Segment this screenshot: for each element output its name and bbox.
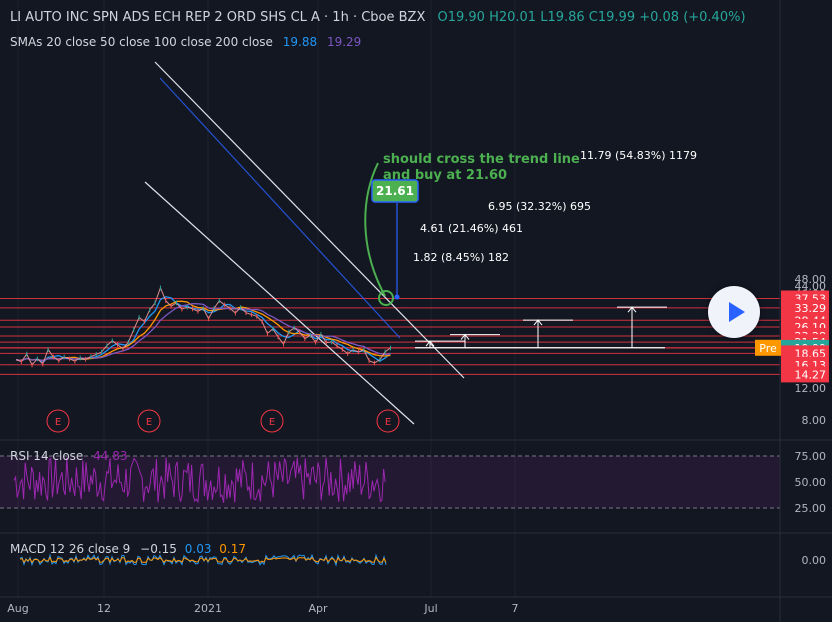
earnings-label-3: E [385,417,391,428]
x-tick-3: Apr [308,602,328,615]
earnings-label-1: E [146,417,152,428]
y-tick-10: 8.00 [802,414,827,427]
level-tag-text-1: 33.29 [795,302,827,315]
macd-tick-0: 0.00 [802,554,827,567]
y-tick-1: 44.00 [795,280,827,293]
sma-legend-label: SMAs 20 close 50 close 100 close 200 clo… [10,35,273,49]
macd-legend[interactable]: MACD 12 26 close 9 −0.15 0.03 0.17 [10,542,246,556]
sma20-value: 19.88 [282,35,318,49]
trend-channel[interactable] [144,61,465,425]
rsi-legend[interactable]: RSI 14 close 44.83 [10,449,128,463]
price-series [15,285,391,368]
rsi-band [0,456,780,508]
rsi-tick-1: 50.00 [795,476,827,489]
symbol-title[interactable]: LI AUTO INC SPN ADS ECH REP 2 ORD SHS CL… [10,10,426,25]
grid-lines [17,0,516,598]
measure-label-3: 11.79 (54.83%) 1179 [580,149,697,162]
measure-tools[interactable]: 1.82 (8.45%) 182 4.61 (21.46%) 461 6.95 (3… [413,149,697,349]
earnings-marker-0 [46,409,70,433]
rsi-legend-label: RSI 14 close [10,449,84,463]
macd-hist-value: 0.17 [219,542,247,556]
earnings-marker-3 [376,409,400,433]
x-tick-5: 7 [512,602,519,615]
rsi-value: 44.83 [93,449,128,463]
target-price: 21.61 [376,184,414,198]
time-axis[interactable]: Aug 12 2021 Apr Jul 7 [7,602,518,615]
rsi-tick-0: 75.00 [795,450,827,463]
x-tick-1: 12 [97,602,111,615]
x-tick-4: Jul [423,602,437,615]
horizontal-levels [0,297,780,375]
level-tag-10 [781,366,829,383]
rsi-pane [0,439,832,534]
play-icon [729,302,745,322]
measure-label-2: 6.95 (32.32%) 695 [488,200,591,213]
sma50-value: 19.29 [326,35,362,49]
earnings-marker-2 [260,409,284,433]
pre-tag [755,339,781,356]
chart-header: LI AUTO INC SPN ADS ECH REP 2 ORD SHS CL… [10,10,746,25]
sma-legend[interactable]: SMAs 20 close 50 close 100 close 200 clo… [10,35,361,49]
pre-tag-text: Pre [759,342,777,355]
macd-legend-label: MACD 12 26 close 9 [10,542,131,556]
ohlc-values: O19.90 H20.01 L19.86 C19.99 +0.08 (+0.40… [437,10,746,25]
earnings-label-0: E [55,417,61,428]
earnings-marker-1 [137,409,161,433]
macd-pane [0,553,832,598]
y-tick-0: 48.00 [795,273,827,286]
x-tick-0: Aug [7,602,28,615]
channel-lower-line [144,181,415,425]
rsi-tick-2: 25.00 [795,502,827,515]
macd-signal-value: 0.03 [184,542,212,556]
measure-label-1: 4.61 (21.46%) 461 [420,222,523,235]
trend-line-blue [159,77,401,339]
channel-upper-line [154,61,465,379]
rsi-line [13,457,386,504]
target-dot [394,294,400,300]
price-axis[interactable]: 48.0044.0040.0036.0032.0028.0024.0020.00… [755,0,829,622]
earnings-label-2: E [269,417,275,428]
level-tag-1 [781,299,829,316]
replay-play-button[interactable] [708,286,760,338]
level-tag-text-10: 14.27 [795,368,827,381]
annotation-circle [378,290,394,306]
measure-label-0: 1.82 (8.45%) 182 [413,251,509,264]
macd-value: −0.15 [140,542,177,556]
target-box [371,179,419,203]
y-tick-9: 12.00 [795,382,827,395]
annotation-curve [364,162,386,297]
macd-signal-line [19,556,387,564]
x-tick-2: 2021 [194,602,222,615]
annotation-line1: should cross the trend line [383,152,580,167]
